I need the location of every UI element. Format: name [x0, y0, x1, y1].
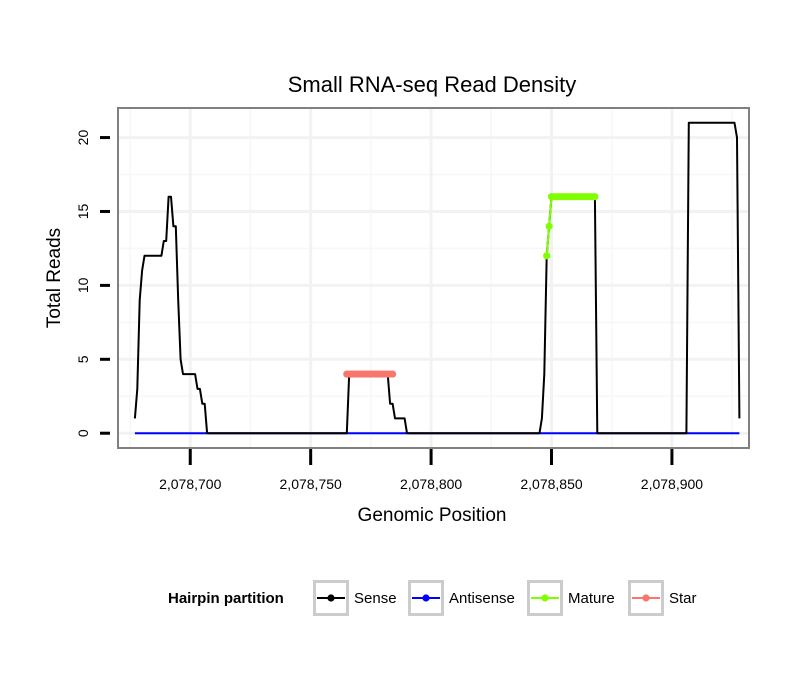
plot-grid	[118, 108, 749, 448]
legend-label-mature: Mature	[568, 590, 615, 607]
x-tick-label: 2,078,700	[159, 476, 221, 492]
x-tick-label: 2,078,850	[520, 476, 582, 492]
y-tick-label: 20	[75, 130, 91, 146]
x-tick-label: 2,078,750	[280, 476, 342, 492]
chart-title: Small RNA-seq Read Density	[288, 72, 577, 97]
legend-key-point-mature	[541, 594, 549, 602]
y-tick-label: 5	[75, 355, 91, 363]
y-tick-label: 15	[75, 203, 91, 219]
mature-data-point	[543, 252, 551, 260]
legend-key-point-sense	[327, 594, 335, 602]
x-axis-label: Genomic Position	[358, 505, 507, 526]
legend-items: Sense Antisense Mature Star	[313, 580, 697, 616]
plot-panel-border	[117, 107, 750, 449]
star-data-point	[388, 370, 397, 378]
y-tick-label: 10	[75, 277, 91, 293]
legend-key-point-star	[642, 594, 650, 602]
y-tick-label: 0	[75, 429, 91, 437]
mature-data-point	[591, 193, 599, 201]
legend-label-antisense: Antisense	[449, 590, 515, 607]
y-axis: 0 5 10 15 20	[75, 130, 110, 437]
sense-series-line	[133, 121, 741, 435]
mature-series-line	[545, 195, 595, 256]
legend-label-sense: Sense	[354, 590, 397, 607]
x-tick-label: 2,078,900	[641, 476, 703, 492]
legend-label-star: Star	[669, 590, 697, 607]
y-axis-label: Total Reads	[44, 228, 65, 328]
legend-key-point-antisense	[422, 594, 430, 602]
plot-series	[133, 121, 741, 435]
x-tick-label: 2,078,800	[400, 476, 462, 492]
x-axis: 2,078,700 2,078,750 2,078,800 2,078,850 2,07…	[159, 449, 703, 492]
legend: Hairpin partition Sense Antisense Mature St…	[168, 580, 697, 616]
legend-title: Hairpin partition	[168, 590, 284, 607]
mature-data-point	[545, 222, 553, 230]
